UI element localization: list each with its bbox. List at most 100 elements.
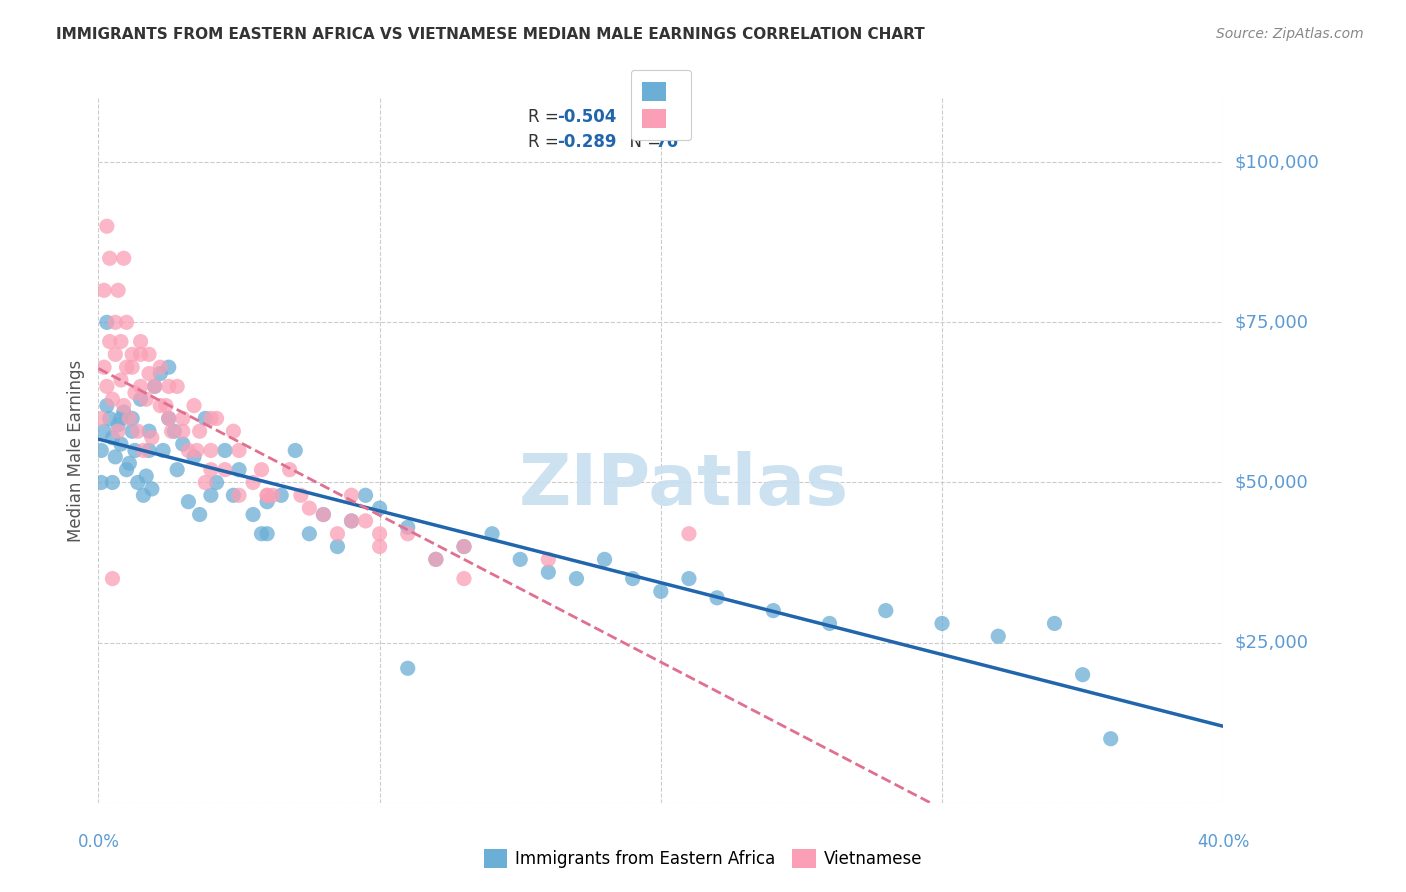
Point xyxy=(155,399,177,413)
Point xyxy=(93,424,115,438)
Point xyxy=(157,411,180,425)
Point xyxy=(138,424,160,438)
Point xyxy=(101,431,124,445)
Point xyxy=(678,526,700,541)
Point xyxy=(141,431,163,445)
Point xyxy=(242,475,264,490)
Point xyxy=(298,501,321,516)
Point xyxy=(537,565,560,579)
Point xyxy=(650,584,672,599)
Point xyxy=(228,443,250,458)
Point xyxy=(110,334,132,349)
Point xyxy=(425,552,447,566)
Point xyxy=(138,347,160,361)
Point xyxy=(143,379,166,393)
Point xyxy=(115,360,138,375)
Point xyxy=(509,552,531,566)
Point xyxy=(194,475,217,490)
Point xyxy=(326,540,349,554)
Text: R =: R = xyxy=(529,108,564,126)
Point xyxy=(129,379,152,393)
Legend:  ,  : , xyxy=(631,70,690,140)
Point xyxy=(368,540,391,554)
Point xyxy=(172,411,194,425)
Point xyxy=(1071,667,1094,681)
Point xyxy=(98,252,121,266)
Point xyxy=(141,482,163,496)
Point xyxy=(132,443,155,458)
Point xyxy=(121,411,143,425)
Point xyxy=(107,417,129,432)
Point xyxy=(172,424,194,438)
Point xyxy=(121,347,143,361)
Point xyxy=(135,392,157,407)
Text: ZIPatlas: ZIPatlas xyxy=(519,451,848,520)
Point xyxy=(98,411,121,425)
Point xyxy=(110,373,132,387)
Point xyxy=(138,367,160,381)
Point xyxy=(222,488,245,502)
Point xyxy=(214,463,236,477)
Point xyxy=(396,520,419,534)
Point xyxy=(127,424,149,438)
Point xyxy=(706,591,728,605)
Point xyxy=(177,443,200,458)
Text: 40.0%: 40.0% xyxy=(1197,833,1250,851)
Point xyxy=(166,463,188,477)
Point xyxy=(262,488,284,502)
Point xyxy=(818,616,841,631)
Point xyxy=(278,463,301,477)
Point xyxy=(298,526,321,541)
Point xyxy=(129,334,152,349)
Point xyxy=(93,360,115,375)
Point xyxy=(312,508,335,522)
Text: N =: N = xyxy=(619,108,666,126)
Point xyxy=(149,360,172,375)
Point xyxy=(621,572,644,586)
Point xyxy=(112,399,135,413)
Point xyxy=(1099,731,1122,746)
Point xyxy=(205,475,228,490)
Point xyxy=(875,604,897,618)
Point xyxy=(200,443,222,458)
Point xyxy=(188,508,211,522)
Point xyxy=(90,475,112,490)
Point xyxy=(118,411,141,425)
Point xyxy=(987,629,1010,643)
Point xyxy=(124,443,146,458)
Point xyxy=(127,475,149,490)
Point xyxy=(110,437,132,451)
Point xyxy=(340,514,363,528)
Point xyxy=(481,526,503,541)
Point xyxy=(110,411,132,425)
Point xyxy=(177,494,200,508)
Point xyxy=(101,572,124,586)
Point xyxy=(453,572,475,586)
Text: 0.0%: 0.0% xyxy=(77,833,120,851)
Point xyxy=(157,411,180,425)
Point xyxy=(121,360,143,375)
Point xyxy=(194,411,217,425)
Point xyxy=(101,392,124,407)
Y-axis label: Median Male Earnings: Median Male Earnings xyxy=(66,359,84,541)
Point xyxy=(138,443,160,458)
Point xyxy=(290,488,312,502)
Point xyxy=(96,315,118,329)
Point xyxy=(222,424,245,438)
Point xyxy=(104,315,127,329)
Point xyxy=(129,392,152,407)
Point xyxy=(354,514,377,528)
Text: N =: N = xyxy=(619,133,666,151)
Point xyxy=(104,347,127,361)
Point xyxy=(121,424,143,438)
Text: $75,000: $75,000 xyxy=(1234,313,1309,331)
Point xyxy=(537,552,560,566)
Point xyxy=(200,463,222,477)
Point xyxy=(368,501,391,516)
Point xyxy=(326,526,349,541)
Text: $25,000: $25,000 xyxy=(1234,633,1309,652)
Point xyxy=(188,424,211,438)
Point xyxy=(931,616,953,631)
Point xyxy=(135,469,157,483)
Point xyxy=(242,508,264,522)
